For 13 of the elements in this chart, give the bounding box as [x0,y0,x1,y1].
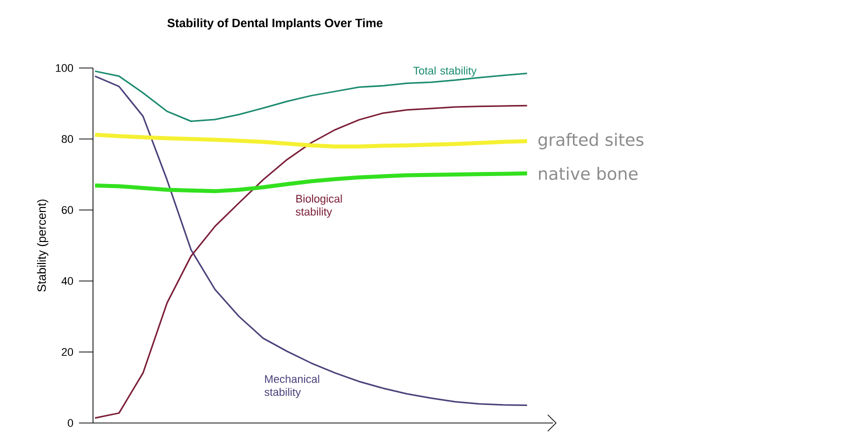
y-tick-label: 0 [68,419,74,427]
y-axis-title: Stability (percent) [37,200,48,292]
series-label: Total stability [413,66,477,77]
y-tick-label: 20 [62,348,74,356]
chart-title: Stability of Dental Implants Over Time [167,18,383,30]
y-tick-label: 40 [61,277,74,285]
y-tick-label: 60 [62,206,74,214]
series-label: native bone [539,166,638,180]
text: Biological stability [296,194,342,218]
y-tick-label: 100 [56,64,74,72]
series-label: Mechanical stability [264,374,320,398]
y-tick-label: 80 [62,135,74,143]
series-label: grafted sites [538,132,644,150]
